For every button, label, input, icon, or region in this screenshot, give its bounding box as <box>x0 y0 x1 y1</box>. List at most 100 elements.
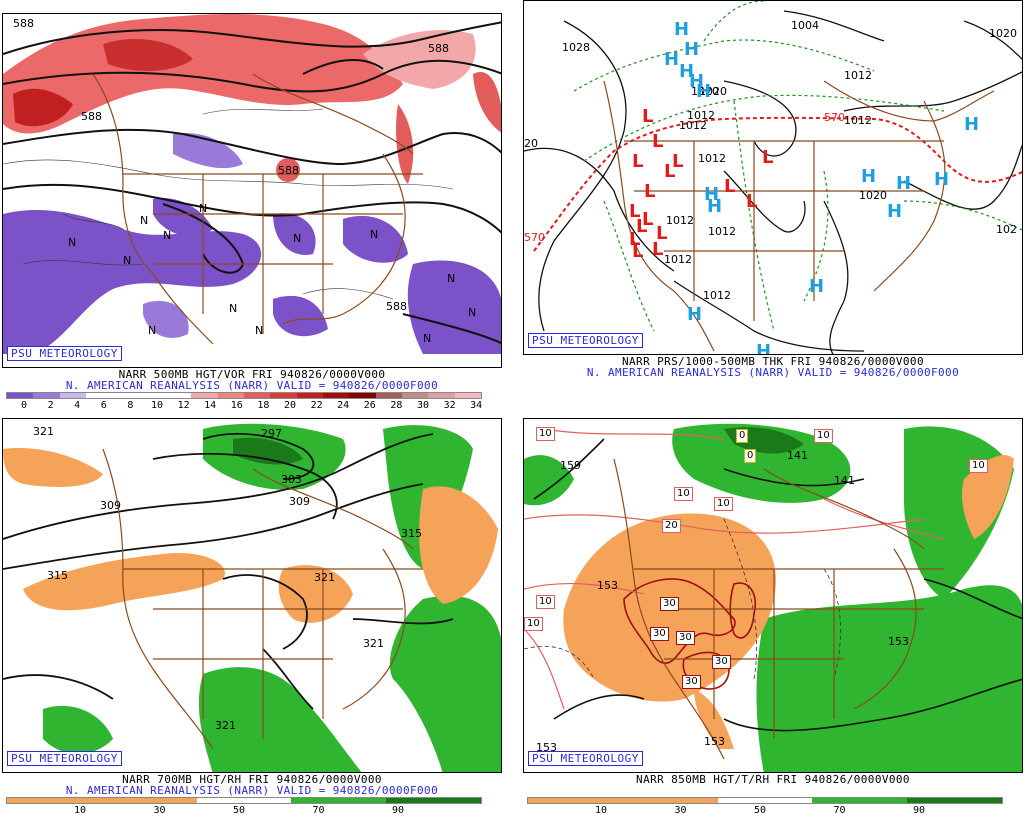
low-pressure-marker: L <box>762 147 774 168</box>
color-scale-segment <box>349 393 376 398</box>
map-subtitle: N. AMERICAN REANALYSIS (NARR) VALID = 94… <box>586 366 960 379</box>
color-scale-segment <box>375 393 402 398</box>
isobar-label: 20 <box>524 137 538 150</box>
contour-label: 309 <box>289 495 310 508</box>
color-scale-segment <box>454 393 481 398</box>
color-scale-segment <box>717 798 813 803</box>
map-title: NARR 850MB HGT/T/RH FRI 940826/0000V000 <box>636 773 910 786</box>
map-850mb-svg <box>524 423 1022 772</box>
contour-label: 153 <box>536 741 557 754</box>
purple-vort-atlantic <box>407 260 501 354</box>
color-scale-tick-label: 12 <box>177 400 190 411</box>
contour-label: 153 <box>704 735 725 748</box>
map-500mb: 588 588 588 588 588 N N N N N N N N N N … <box>2 13 502 368</box>
contour-label: 141 <box>834 474 855 487</box>
color-scale-segment <box>217 393 244 398</box>
color-scale-segment <box>59 393 86 398</box>
contour-label: 588 <box>278 164 299 177</box>
contour-label: 315 <box>401 527 422 540</box>
color-scale-tick-label: 10 <box>150 400 164 411</box>
isobar-label: 1020 <box>859 189 887 202</box>
purple-vort-central <box>153 198 213 237</box>
high-pressure-marker: H <box>674 19 690 40</box>
color-scale-segment <box>528 798 623 803</box>
vort-mark: N <box>255 324 264 337</box>
orange-dry-east <box>419 486 498 604</box>
temperature-label: 0 <box>736 429 749 443</box>
map-title: NARR 500MB HGT/VOR FRI 940826/0000V000 <box>118 368 386 381</box>
map-850mb: 159 141 141 153 153 153 153 10 10 10 10 10 10… <box>523 418 1023 773</box>
color-scale-tick-label: 4 <box>74 400 81 411</box>
red-vort-spot <box>276 158 300 182</box>
color-scale-tick-label: 90 <box>391 805 405 816</box>
map-title: NARR 700MB HGT/RH FRI 940826/0000V000 <box>122 773 382 786</box>
color-scale-tick-label: 24 <box>337 400 350 411</box>
color-scale-segment <box>812 798 908 803</box>
color-scale-segment <box>7 393 34 398</box>
green-rh-southeast <box>389 595 501 772</box>
vort-mark: N <box>293 232 302 245</box>
isobar-label: 1012 <box>679 119 707 132</box>
low-pressure-marker: L <box>632 241 644 262</box>
purple-vort-north <box>173 133 243 169</box>
temperature-label: 30 <box>682 675 701 689</box>
isobar-label: 1012 <box>703 289 731 302</box>
high-pressure-marker: H <box>664 49 680 70</box>
low-pressure-marker: L <box>642 106 654 127</box>
temperature-label: 10 <box>714 497 733 511</box>
isobar-label: 1012 <box>666 214 694 227</box>
panel-850mb-temp-rh: 159 141 141 153 153 153 153 10 10 10 10 10 10… <box>523 418 1023 816</box>
low-pressure-marker: L <box>656 223 668 244</box>
temperature-label: 20 <box>662 519 681 533</box>
color-scale-segment <box>138 393 165 398</box>
red-vort-core-center <box>103 39 193 71</box>
isobar-label: 1012 <box>698 152 726 165</box>
high-pressure-marker: H <box>964 114 980 135</box>
isobar-label: 1028 <box>562 41 590 54</box>
purple-vort-gulf <box>273 295 328 337</box>
low-pressure-marker: L <box>672 151 684 172</box>
purple-vort-west <box>3 209 262 354</box>
color-scale-bar <box>527 797 1003 804</box>
color-scale-tick-label: 70 <box>312 805 325 816</box>
color-scale-tick-label: 50 <box>753 805 767 816</box>
color-scale-tick-label: 50 <box>232 805 246 816</box>
low-pressure-marker: L <box>636 216 648 237</box>
high-pressure-marker: H <box>679 61 695 82</box>
temperature-label: 10 <box>674 487 693 501</box>
color-scale-segment <box>164 393 192 398</box>
height-contours-700 <box>3 432 454 710</box>
green-rh-north <box>672 423 851 503</box>
color-scale-tick-label: 20 <box>283 400 297 411</box>
low-pressure-marker: L <box>642 209 654 230</box>
color-scale-ticks: 10 30 50 70 90 <box>523 805 1023 817</box>
temperature-label: 30 <box>676 631 695 645</box>
color-scale-tick-label: 30 <box>674 805 687 816</box>
green-rh-pacific <box>524 455 574 506</box>
contour-label: 297 <box>261 427 282 440</box>
map-pressure: 1028 1004 1020 1012 1020 1012 1012 1012 … <box>523 0 1023 355</box>
low-pressure-marker: L <box>629 229 641 250</box>
isobar-label: 1012 <box>664 253 692 266</box>
map-subtitle: N. AMERICAN REANALYSIS (NARR) VALID = 94… <box>65 379 439 392</box>
vort-mark: N <box>68 236 77 249</box>
contour-label: 588 <box>386 300 407 313</box>
temp-contours-red <box>524 428 945 710</box>
geography-outlines <box>603 80 995 352</box>
color-scale-tick-label: 8 <box>127 400 134 411</box>
temperature-label: 30 <box>650 627 669 641</box>
contour-label: 321 <box>363 637 384 650</box>
psu-meteorology-label: PSU METEOROLOGY <box>7 346 122 361</box>
panel-700mb-rh: 321 297 303 309 309 315 315 321 321 321 … <box>2 418 502 816</box>
vort-mark: N <box>423 332 432 345</box>
isobar-label: 102 <box>996 223 1017 236</box>
isobar-label: 1012 <box>708 225 736 238</box>
color-scale-segment <box>322 393 350 398</box>
panel-sea-level-pressure: 1028 1004 1020 1012 1020 1012 1012 1012 … <box>523 0 1023 395</box>
color-scale-tick-label: 34 <box>470 400 483 411</box>
green-rh-core <box>233 437 303 465</box>
color-scale-segment <box>428 393 455 398</box>
thickness-label: 570 <box>824 111 845 124</box>
vort-mark: N <box>199 202 208 215</box>
isobar-label: 1020 <box>699 85 727 98</box>
